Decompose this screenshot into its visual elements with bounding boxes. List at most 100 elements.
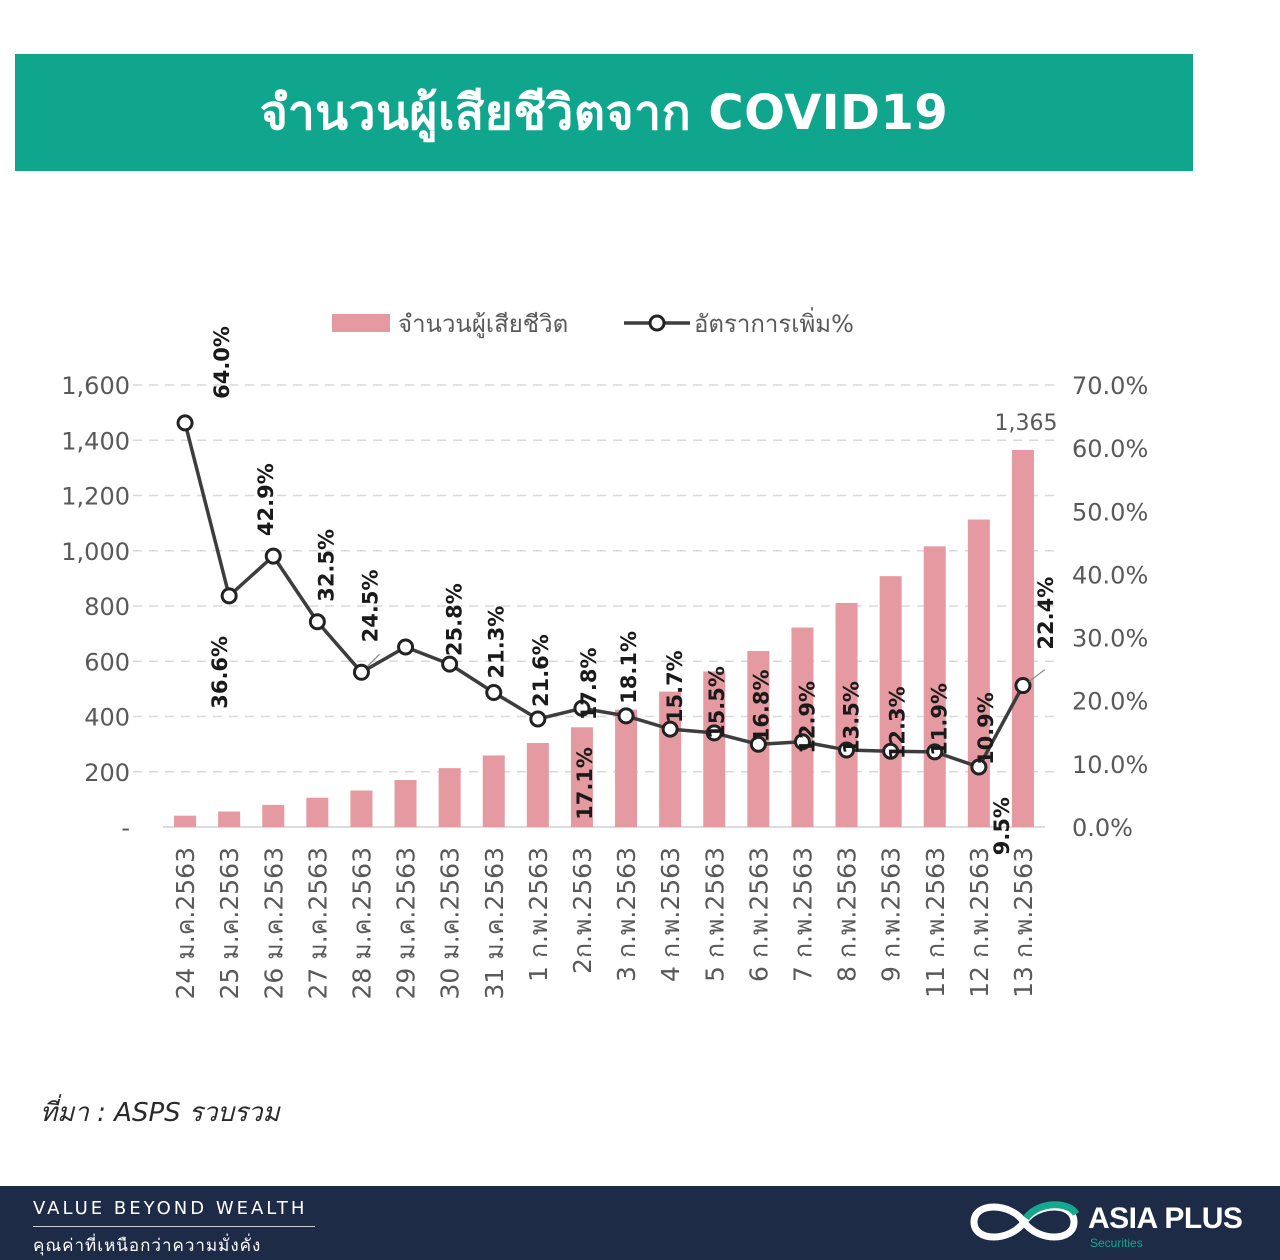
growth-rate-point xyxy=(441,655,459,673)
category-tick-label: 12 ก.พ.2563 xyxy=(965,847,994,998)
brand-name: ASIA PLUS xyxy=(1088,1202,1243,1235)
line-data-label: 25.8% xyxy=(443,583,467,656)
y-left-tick-label: 1,400 xyxy=(61,427,130,455)
category-tick-label: 30 ม.ค.2563 xyxy=(436,847,465,999)
legend-swatch-point xyxy=(648,314,666,332)
bar xyxy=(394,780,417,827)
growth-rate-point xyxy=(661,720,679,738)
bar xyxy=(570,727,593,827)
brand-subtitle: Securities xyxy=(1090,1236,1143,1250)
label-leader-line xyxy=(367,653,380,667)
y-right-tick-label: 40.0% xyxy=(1072,561,1148,589)
y-left-tick-label: - xyxy=(121,814,130,842)
category-tick-label: 8 ก.พ.2563 xyxy=(833,847,862,982)
title-banner: จำนวนผู้เสียชีวิตจาก COVID19 xyxy=(15,54,1193,171)
legend-label-bar: จำนวนผู้เสียชีวิต xyxy=(398,310,568,339)
category-tick-label: 24 ม.ค.2563 xyxy=(171,847,200,999)
bar xyxy=(482,755,505,827)
category-tick-label: 2ก.พ.2563 xyxy=(568,847,597,974)
category-tick-label: 9 ก.พ.2563 xyxy=(877,847,906,982)
line-data-label: 17.8% xyxy=(577,647,601,720)
y-right-tick-label: 60.0% xyxy=(1072,435,1148,463)
bar xyxy=(350,790,373,827)
bar xyxy=(879,576,902,827)
line-data-label: 9.5% xyxy=(990,797,1014,855)
growth-rate-point xyxy=(397,638,415,656)
page-title: จำนวนผู้เสียชีวิตจาก COVID19 xyxy=(259,84,949,141)
growth-rate-point xyxy=(705,724,723,742)
growth-rate-point xyxy=(1014,677,1032,695)
tagline-english: VALUE BEYOND WEALTH xyxy=(33,1198,308,1219)
category-tick-label: 5 ก.พ.2563 xyxy=(700,847,729,982)
y-left-tick-label: 1,000 xyxy=(61,538,130,566)
footer-bar: VALUE BEYOND WEALTH คุณค่าที่เหนือกว่าคว… xyxy=(0,1186,1280,1260)
line-data-label: 12.3% xyxy=(886,686,910,759)
category-tick-label: 7 ก.พ.2563 xyxy=(788,847,817,982)
category-tick-label: 25 ม.ค.2563 xyxy=(215,847,244,999)
line-data-label: 15.7% xyxy=(663,650,687,723)
category-tick-label: 31 ม.ค.2563 xyxy=(480,847,509,999)
line-data-label: 12.9% xyxy=(795,681,819,754)
growth-rate-point xyxy=(882,742,900,760)
growth-rate-point xyxy=(264,547,282,565)
growth-rate-point xyxy=(573,699,591,717)
y-right-tick-label: 70.0% xyxy=(1072,372,1148,400)
bar xyxy=(703,671,726,827)
bar xyxy=(1011,449,1034,827)
line-data-label: 24.5% xyxy=(358,569,382,642)
growth-rate-point xyxy=(220,587,238,605)
line-data-label: 13.5% xyxy=(840,681,864,754)
line-data-label: 10.9% xyxy=(974,692,998,765)
bar xyxy=(262,804,285,827)
line-data-label: 21.6% xyxy=(529,634,553,707)
bar xyxy=(438,768,461,827)
bar xyxy=(791,627,814,827)
label-leader-line xyxy=(1028,669,1046,683)
growth-rate-point xyxy=(838,741,856,759)
category-tick-label: 11 ก.พ.2563 xyxy=(921,847,950,998)
y-right-tick-label: 0.0% xyxy=(1072,814,1133,842)
tagline-thai: คุณค่าที่เหนือกว่าความมั่งคั่ง xyxy=(33,1236,262,1256)
growth-rate-point xyxy=(176,414,194,432)
line-data-label: 18.1% xyxy=(617,631,641,704)
legend-label-line: อัตราการเพิ่ม% xyxy=(694,307,854,338)
growth-rate-point xyxy=(352,663,370,681)
line-data-label: 32.5% xyxy=(314,529,338,602)
y-left-tick-label: 1,600 xyxy=(61,372,130,400)
line-data-label: 11.9% xyxy=(928,683,952,756)
y-left-tick-label: 200 xyxy=(84,759,130,787)
line-data-label: 64.0% xyxy=(210,326,234,399)
y-left-tick-label: 600 xyxy=(84,648,130,676)
y-left-tick-label: 800 xyxy=(84,593,130,621)
growth-rate-point xyxy=(617,707,635,725)
tagline-divider xyxy=(33,1226,315,1227)
deaths-chart: - 200 400 600 800 1,000 1,200 1,400 1,600 0.0% 10.… xyxy=(61,307,1148,999)
category-tick-label: 28 ม.ค.2563 xyxy=(347,847,376,999)
source-note: ที่มา : ASPS รวบรวม xyxy=(40,1098,280,1128)
category-tick-label: 1 ก.พ.2563 xyxy=(524,847,553,982)
line-data-label: 17.1% xyxy=(573,747,597,820)
y-right-tick-label: 50.0% xyxy=(1072,498,1148,526)
growth-rate-point xyxy=(793,733,811,751)
bar xyxy=(306,797,329,827)
y-right-tick-label: 20.0% xyxy=(1072,688,1148,716)
y-right-tick-label: 10.0% xyxy=(1072,751,1148,779)
bar xyxy=(526,743,549,827)
line-data-label: 15.5% xyxy=(705,666,729,739)
category-tick-label: 4 ก.พ.2563 xyxy=(656,847,685,982)
category-tick-label: 29 ม.ค.2563 xyxy=(392,847,421,999)
growth-rate-point xyxy=(926,743,944,761)
bar xyxy=(967,519,990,827)
infinity-logo-icon xyxy=(970,1201,1080,1241)
growth-rate-point xyxy=(529,710,547,728)
bar-data-label: 1,365 xyxy=(994,411,1057,436)
line-data-label: 16.8% xyxy=(749,669,773,742)
line-data-label: 42.9% xyxy=(254,463,278,536)
category-tick-label: 27 ม.ค.2563 xyxy=(303,847,332,999)
bar xyxy=(615,709,638,827)
y-left-tick-label: 400 xyxy=(84,704,130,732)
bar xyxy=(174,815,197,827)
category-tick-label: 26 ม.ค.2563 xyxy=(259,847,288,999)
category-tick-label: 3 ก.พ.2563 xyxy=(612,847,641,982)
line-data-label: 22.4% xyxy=(1034,577,1058,650)
